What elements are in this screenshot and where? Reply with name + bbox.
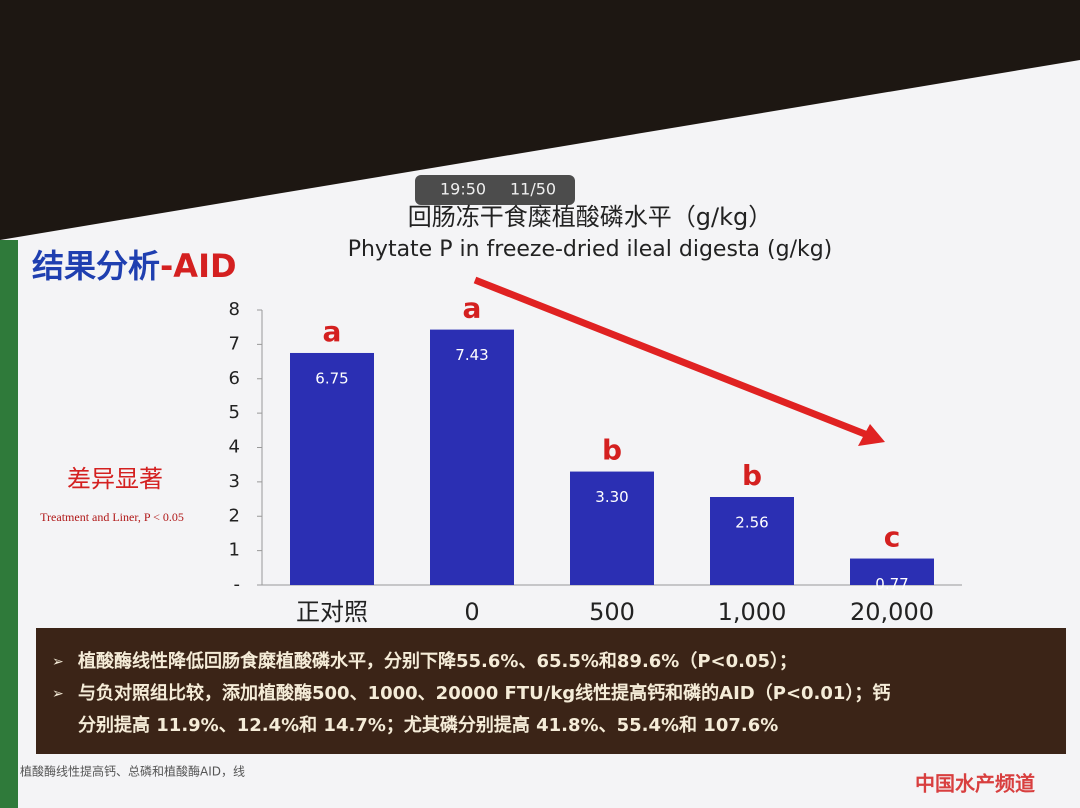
bar: [290, 352, 374, 585]
summary-line: 与负对照组比较，添加植酸酶500、1000、20000 FTU/kg线性提高钙和…: [78, 682, 890, 704]
bullet: ➢: [52, 654, 64, 670]
slide: [0, 60, 1080, 808]
overlay-time: 19:50: [440, 180, 486, 199]
value-label: 7.43: [455, 346, 488, 364]
summary-line: 植酸酶线性降低回肠食糜植酸磷水平，分别下降55.6%、65.5%和89.6%（P…: [78, 650, 797, 672]
chart-title: 回肠冻干食糜植酸磷水平（g/kg）: [408, 203, 772, 231]
x-tick-label: 20,000: [850, 598, 934, 626]
y-tick-label: 7: [229, 333, 240, 354]
heading: 结果分析-AID: [32, 247, 237, 285]
bar: [850, 558, 934, 585]
trend-arrow: [473, 276, 872, 440]
significance-letter: b: [742, 459, 762, 492]
watermark: 中国水产频道: [915, 772, 1035, 796]
bullet: ➢: [52, 686, 64, 702]
y-tick-label: 4: [229, 437, 240, 458]
y-tick-label: 2: [229, 505, 240, 526]
chart-subtitle: Phytate P in freeze-dried ileal digesta …: [348, 237, 833, 262]
significance-letter: c: [884, 521, 901, 554]
y-tick-label: 3: [229, 471, 240, 492]
y-tick-label: 8: [229, 299, 240, 320]
y-tick-label: 6: [229, 368, 240, 389]
overlay-bg: [415, 175, 575, 205]
annotation-note: Treatment and Liner, P < 0.05: [40, 510, 184, 524]
y-tick-label: 1: [229, 540, 240, 561]
value-label: 6.75: [315, 369, 348, 387]
significance-letter: a: [323, 315, 342, 348]
footnote: 植酸酶线性提高钙、总磷和植酸酶AID，线: [20, 764, 245, 779]
value-label: 2.56: [735, 514, 768, 532]
y-tick-label: -: [234, 574, 241, 595]
summary-line: 分别提高 11.9%、12.4%和 14.7%；尤其磷分别提高 41.8%、55…: [78, 714, 778, 736]
heading-accent: -AID: [160, 247, 237, 285]
overlay-page: 11/50: [510, 180, 556, 199]
heading-main: 结果分析: [32, 247, 160, 285]
bar: [710, 497, 794, 585]
significance-letter: b: [602, 434, 622, 467]
bar: [430, 329, 514, 585]
value-label: 0.77: [875, 575, 908, 593]
annotation: 差异显著: [67, 465, 163, 493]
significance-letter: a: [463, 292, 482, 325]
slide-edge: [0, 240, 18, 808]
x-tick-label: 正对照: [296, 598, 368, 626]
summary-box: [36, 628, 1066, 754]
bar: [570, 471, 654, 585]
y-tick-label: 5: [229, 402, 240, 423]
x-tick-label: 1,000: [718, 598, 787, 626]
x-tick-label: 0: [464, 598, 479, 626]
trend-arrowhead: [858, 424, 885, 446]
x-tick-label: 500: [589, 598, 635, 626]
value-label: 3.30: [595, 488, 628, 506]
